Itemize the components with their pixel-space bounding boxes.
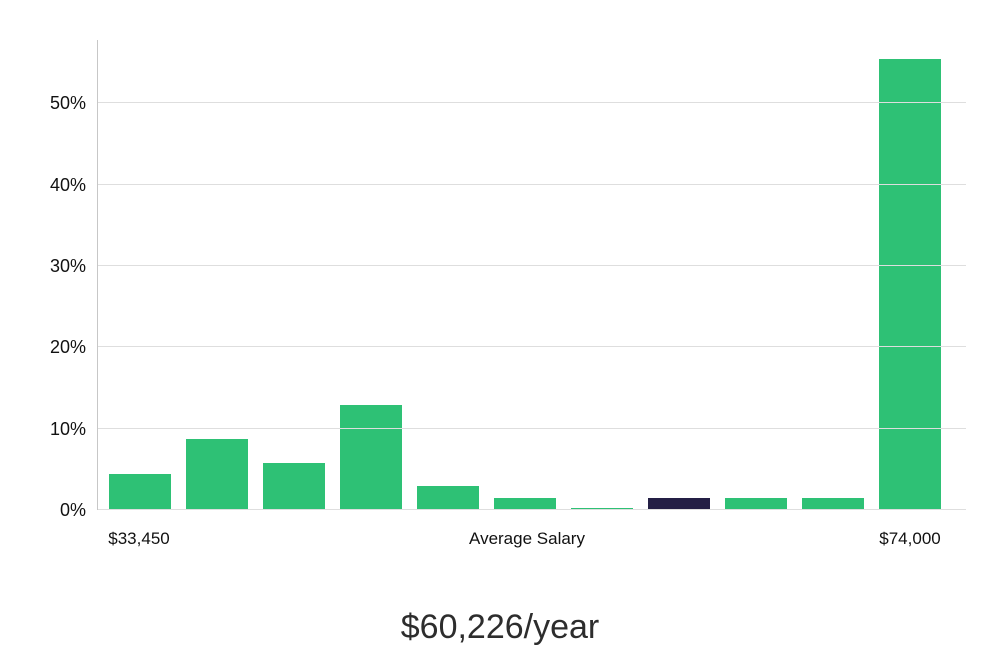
y-axis: 0% 10% 20% 30% 40% 50% bbox=[0, 40, 86, 519]
bar[interactable] bbox=[725, 497, 787, 510]
plot-area bbox=[97, 40, 966, 510]
gridline bbox=[98, 102, 966, 104]
gridline bbox=[98, 183, 966, 185]
gridline bbox=[98, 509, 966, 510]
bar[interactable] bbox=[802, 497, 864, 510]
y-tick-label: 30% bbox=[49, 256, 86, 277]
bar[interactable] bbox=[417, 486, 479, 510]
x-label-min-salary: $33,450 bbox=[108, 529, 170, 548]
bar[interactable] bbox=[340, 405, 402, 510]
bar[interactable] bbox=[263, 462, 325, 510]
x-label-max-salary: $74,000 bbox=[879, 529, 941, 548]
bar[interactable] bbox=[109, 474, 171, 510]
bar-series bbox=[109, 40, 941, 510]
y-tick-label: 10% bbox=[49, 418, 86, 439]
average-salary-value: $60,226/year bbox=[400, 608, 600, 646]
y-tick-label: 0% bbox=[59, 500, 86, 520]
bar[interactable] bbox=[186, 439, 248, 510]
highlighted-bar[interactable] bbox=[648, 497, 710, 510]
bar[interactable] bbox=[494, 497, 556, 510]
bar[interactable] bbox=[879, 58, 941, 510]
y-tick-label: 20% bbox=[49, 337, 86, 358]
y-tick-label: 40% bbox=[49, 174, 86, 195]
gridline bbox=[98, 265, 966, 267]
x-axis-title: Average Salary bbox=[469, 529, 585, 548]
gridline bbox=[98, 427, 966, 429]
y-tick-label: 50% bbox=[49, 93, 86, 114]
gridline bbox=[98, 346, 966, 348]
